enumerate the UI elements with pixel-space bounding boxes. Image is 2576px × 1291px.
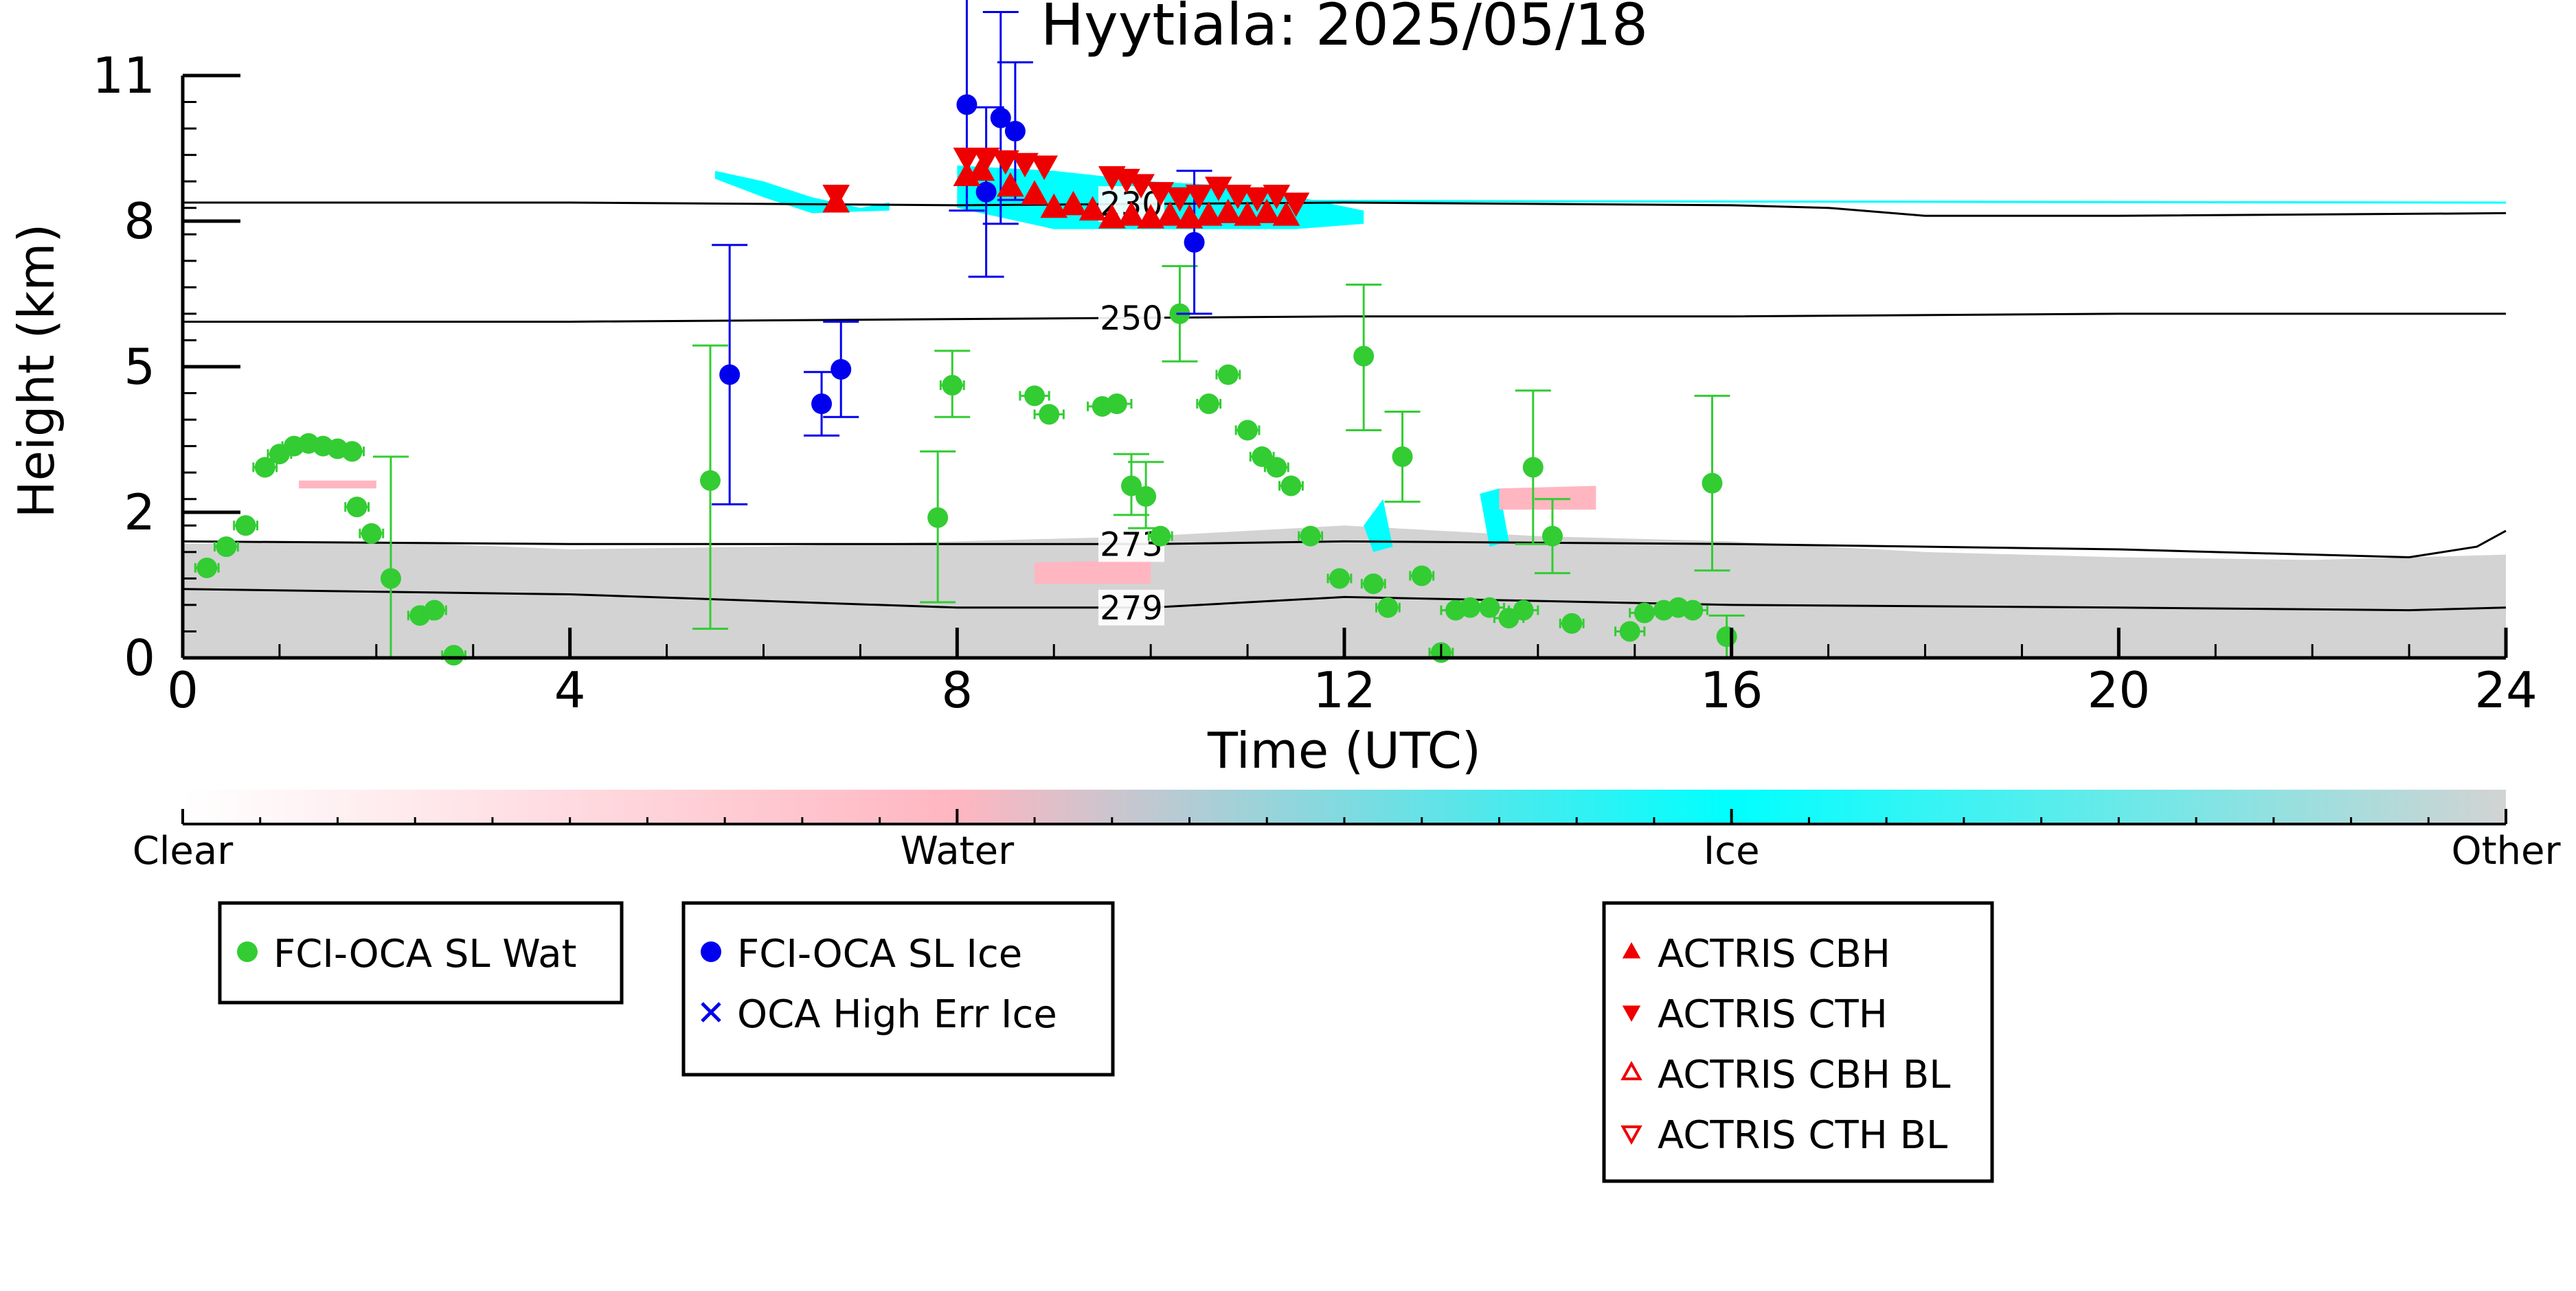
cloud-region-water bbox=[299, 481, 376, 489]
data-point bbox=[1150, 526, 1171, 547]
x-tick-label: 4 bbox=[554, 661, 586, 719]
data-point bbox=[424, 600, 444, 621]
data-point bbox=[1005, 121, 1026, 141]
data-point bbox=[1199, 393, 1219, 414]
legend: FCI-OCA SL Wat FCI-OCA SL Ice OCA High Err… bbox=[220, 903, 1992, 1181]
data-point bbox=[1620, 621, 1640, 641]
chart-title: Hyytiala: 2025/05/18 bbox=[1041, 0, 1648, 58]
data-point bbox=[831, 359, 851, 380]
data-point bbox=[1513, 600, 1534, 621]
data-point bbox=[1300, 526, 1321, 547]
colorbar-label: Other bbox=[2451, 829, 2561, 873]
data-point bbox=[1280, 475, 1301, 496]
legend-marker bbox=[701, 941, 721, 962]
x-tick-label: 8 bbox=[941, 661, 973, 719]
data-point bbox=[1392, 446, 1413, 467]
series-fci-oca-sl-ice bbox=[712, 0, 1212, 504]
legend-label: ACTRIS CBH BL bbox=[1658, 1053, 1950, 1097]
data-point bbox=[1363, 573, 1383, 594]
data-point bbox=[1136, 486, 1156, 507]
data-point bbox=[811, 393, 832, 414]
data-point bbox=[1682, 600, 1703, 621]
data-point bbox=[347, 496, 368, 517]
data-point bbox=[700, 470, 721, 491]
x-tick-label: 0 bbox=[167, 661, 199, 719]
isotherm-label: 279 bbox=[1100, 589, 1163, 628]
y-tick-label: 0 bbox=[124, 629, 155, 687]
data-point bbox=[1218, 365, 1239, 385]
legend-label: ACTRIS CBH bbox=[1658, 932, 1890, 976]
data-point bbox=[1717, 626, 1737, 647]
legend-box: FCI-OCA SL Ice OCA High Err Ice bbox=[683, 903, 1113, 1075]
data-point bbox=[381, 568, 401, 589]
isotherm-label: 250 bbox=[1100, 299, 1163, 338]
x-tick-label: 16 bbox=[1700, 661, 1763, 719]
x-tick-label: 24 bbox=[2474, 661, 2538, 719]
data-point bbox=[1353, 346, 1374, 367]
colorbar-label: Water bbox=[901, 829, 1015, 873]
data-point bbox=[1561, 613, 1582, 634]
legend-box: ACTRIS CBH ACTRIS CTH ACTRIS CBH BL ACTRIS … bbox=[1604, 903, 1992, 1181]
data-point bbox=[1523, 457, 1544, 477]
data-point bbox=[1237, 420, 1258, 441]
y-tick-label: 5 bbox=[124, 338, 155, 396]
y-tick-label: 2 bbox=[124, 483, 155, 541]
data-point bbox=[927, 507, 948, 528]
data-point bbox=[196, 558, 217, 578]
data-point bbox=[361, 523, 382, 544]
data-point bbox=[1329, 568, 1350, 589]
data-point bbox=[1702, 473, 1722, 494]
cloud-region-ice bbox=[715, 171, 890, 214]
y-tick-label: 8 bbox=[124, 192, 155, 250]
data-point bbox=[236, 515, 256, 536]
data-point bbox=[942, 375, 962, 396]
data-point bbox=[1184, 232, 1205, 253]
y-tick-label: 11 bbox=[92, 47, 155, 104]
data-point bbox=[719, 365, 740, 385]
y-axis-label: Height (km) bbox=[8, 224, 65, 518]
data-point bbox=[1377, 597, 1398, 618]
legend-box: FCI-OCA SL Wat bbox=[220, 903, 622, 1003]
data-point bbox=[1412, 566, 1432, 586]
colorbar-label: Ice bbox=[1704, 829, 1760, 873]
x-axis-label: Time (UTC) bbox=[1207, 722, 1481, 779]
legend-label: ACTRIS CTH bbox=[1658, 992, 1888, 1037]
data-point bbox=[1479, 597, 1500, 618]
legend-marker bbox=[237, 941, 258, 962]
legend-label: ACTRIS CTH BL bbox=[1658, 1113, 1947, 1158]
legend-label: FCI-OCA SL Wat bbox=[273, 932, 577, 976]
data-point bbox=[1039, 404, 1059, 424]
colorbar-label: Clear bbox=[133, 829, 234, 873]
legend-label: OCA High Err Ice bbox=[737, 992, 1057, 1037]
data-point bbox=[444, 645, 464, 665]
x-tick-label: 12 bbox=[1313, 661, 1376, 719]
isotherm-line bbox=[183, 314, 2506, 322]
data-point bbox=[1542, 526, 1563, 547]
legend-label: FCI-OCA SL Ice bbox=[737, 932, 1022, 976]
data-point bbox=[1024, 385, 1045, 406]
data-point bbox=[956, 94, 977, 115]
colorbar: Clear Water Ice Other bbox=[133, 790, 2562, 873]
data-point bbox=[342, 441, 363, 461]
data-point bbox=[216, 536, 236, 557]
legend-frame bbox=[683, 903, 1113, 1075]
data-point bbox=[1634, 602, 1655, 623]
x-tick-label: 20 bbox=[2088, 661, 2151, 719]
data-point bbox=[1266, 457, 1287, 477]
cloud-region-water bbox=[1499, 485, 1596, 510]
data-point bbox=[1107, 393, 1127, 414]
